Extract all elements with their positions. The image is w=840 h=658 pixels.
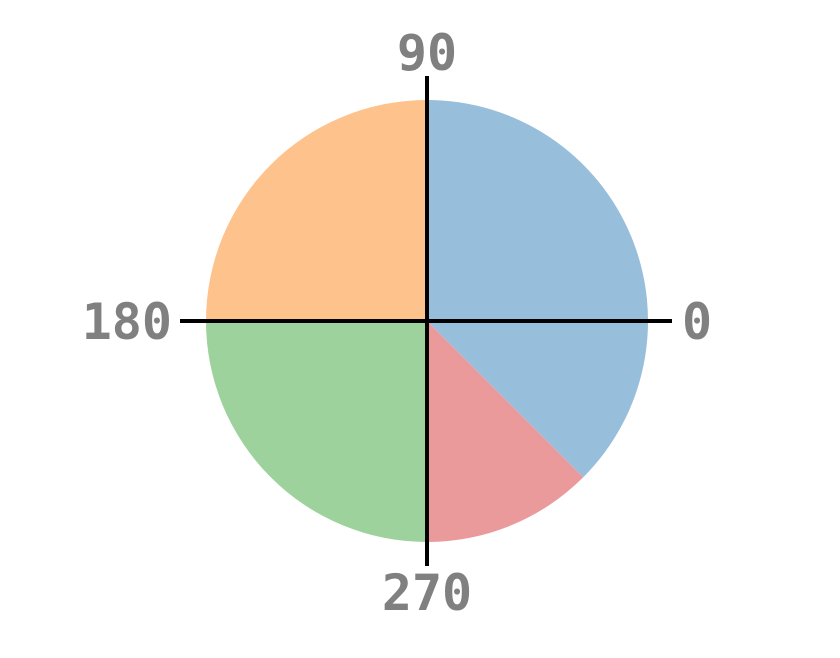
pie-slices <box>206 100 648 542</box>
angle-label-90: 90 <box>397 24 457 82</box>
pie-slice-1 <box>206 100 427 321</box>
pie-slice-2 <box>206 321 427 542</box>
angle-label-0: 0 <box>682 293 712 351</box>
angle-label-180: 180 <box>82 293 172 351</box>
pie-slice-0 <box>427 100 648 478</box>
angle-labels: 0 90 180 270 <box>82 24 712 622</box>
angle-axes <box>180 76 672 566</box>
pie-slice-3 <box>427 321 584 542</box>
angle-label-270: 270 <box>382 564 472 622</box>
